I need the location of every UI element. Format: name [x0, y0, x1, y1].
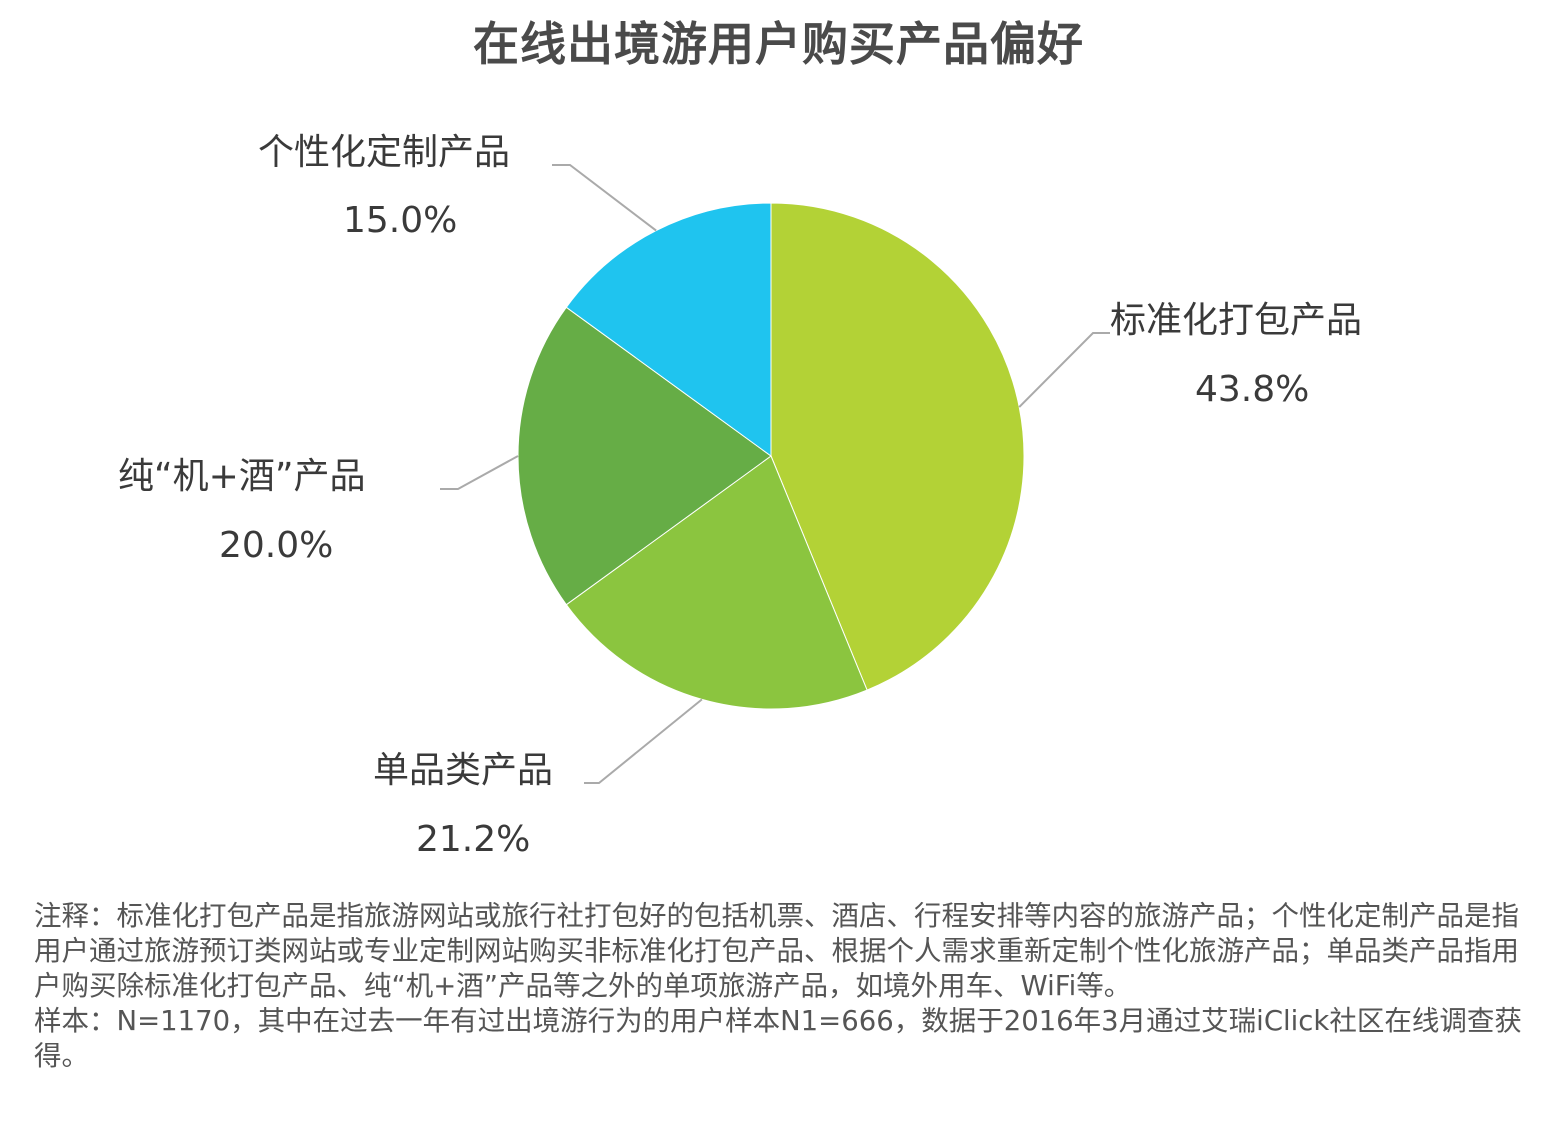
slice-label-standard-package: 标准化打包产品: [1110, 300, 1363, 341]
slice-value-standard-package: 43.8%: [1195, 369, 1310, 410]
leader-line-standard-package: [1018, 332, 1110, 408]
chart-title: 在线出境游用户购买产品偏好: [473, 17, 1084, 71]
sample-text: 样本：N=1170，其中在过去一年有过出境游行为的用户样本N1=666，数据于2…: [34, 1005, 1522, 1072]
leader-line-customized: [552, 164, 657, 232]
note-text: 注释：标准化打包产品是指旅游网站或旅行社打包好的包括机票、酒店、行程安排等内容的…: [34, 900, 1519, 1002]
slice-label-flight-hotel: 纯“机+酒”产品: [118, 456, 366, 497]
leader-line-flight-hotel: [440, 455, 519, 490]
slice-value-single-item: 21.2%: [416, 819, 531, 860]
slice-value-customized: 15.0%: [343, 200, 458, 241]
pie-slice-customized: [565, 202, 772, 457]
pie-slice-flight-hotel: [517, 306, 772, 606]
slice-label-customized: 个性化定制产品: [258, 132, 511, 173]
pie-slice-standard-package: [770, 202, 1025, 691]
slice-label-single-item: 单品类产品: [373, 750, 554, 791]
chart-notes: 注释：标准化打包产品是指旅游网站或旅行社打包好的包括机票、酒店、行程安排等内容的…: [34, 899, 1534, 1074]
slice-value-flight-hotel: 20.0%: [219, 525, 334, 566]
leader-line-single-item: [584, 698, 703, 784]
